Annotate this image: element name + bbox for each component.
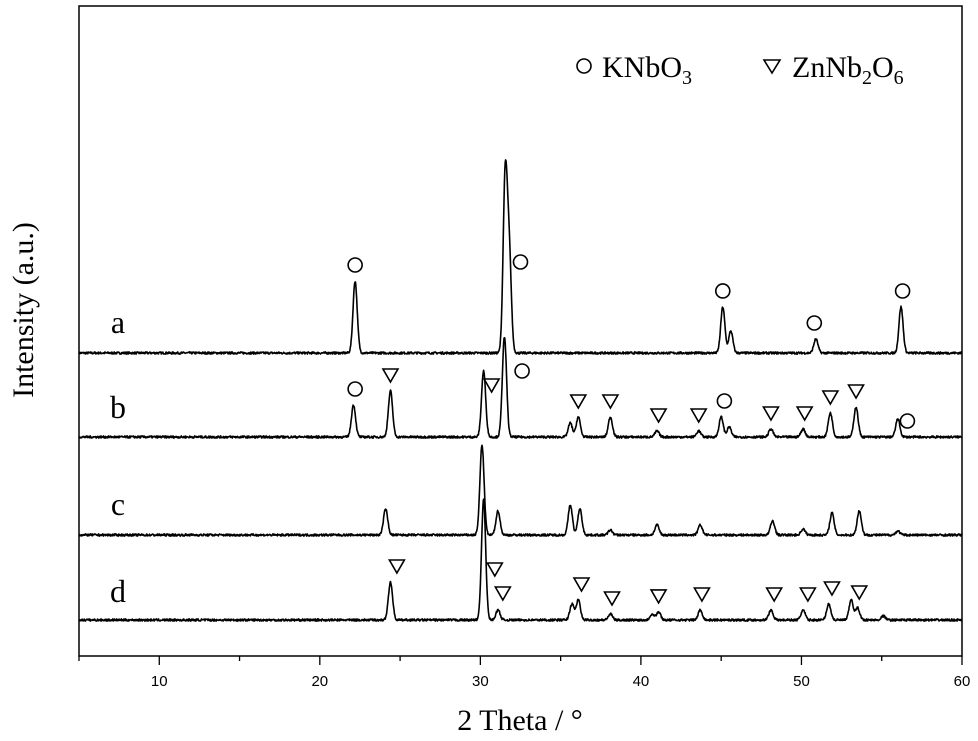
pattern-traces: [78, 159, 963, 622]
peak-markers: [347, 254, 916, 607]
x-tick-label: 10: [151, 673, 168, 690]
legend: KNbO3 ZnNb2O6: [576, 51, 904, 89]
znnb2o6-marker: [850, 585, 869, 601]
trace-b: [78, 336, 963, 439]
znnb2o6-marker: [847, 384, 865, 400]
znnb2o6-marker: [762, 406, 780, 422]
trace-d: [78, 498, 963, 622]
x-tick-label: 30: [472, 673, 489, 690]
znnb2o6-marker: [798, 587, 817, 603]
znnb2o6-marker: [693, 587, 711, 603]
trace-c: [78, 444, 963, 537]
znnb2o6-marker: [649, 589, 668, 605]
series-labels: a b c d: [110, 304, 126, 609]
x-axis-ticks: 10 20 30 40 50 60: [78, 656, 971, 690]
znnb2o6-marker: [765, 587, 784, 603]
knbo3-marker: [347, 381, 363, 397]
knbo3-marker: [899, 413, 916, 429]
legend-triangle-icon: [762, 59, 782, 75]
znnb2o6-marker: [649, 408, 668, 424]
znnb2o6-marker: [482, 378, 501, 394]
y-axis-label: Intensity (a.u.): [7, 222, 40, 398]
znnb2o6-marker: [689, 408, 708, 424]
znnb2o6-marker: [795, 406, 814, 422]
znnb2o6-marker: [485, 562, 504, 578]
knbo3-marker: [716, 393, 733, 409]
series-label-d: d: [110, 573, 126, 609]
znnb2o6-marker: [821, 390, 840, 406]
x-tick-label: 60: [954, 673, 971, 690]
knbo3-marker: [514, 363, 530, 379]
znnb2o6-marker: [603, 591, 621, 607]
knbo3-marker: [894, 283, 911, 299]
znnb2o6-marker: [572, 577, 591, 593]
series-label-b: b: [110, 389, 126, 425]
znnb2o6-marker: [381, 368, 400, 384]
knbo3-marker: [714, 283, 731, 299]
series-label-a: a: [111, 304, 125, 340]
series-label-c: c: [111, 486, 125, 522]
znnb2o6-marker: [569, 394, 588, 410]
znnb2o6-marker: [387, 559, 406, 575]
znnb2o6-marker: [823, 581, 841, 597]
legend-circle-icon: [576, 58, 592, 74]
legend-label-knbo3: KNbO3: [602, 51, 692, 89]
x-axis-label: 2 Theta / °: [457, 704, 583, 737]
knbo3-marker: [512, 254, 529, 270]
trace-a: [78, 159, 963, 355]
x-tick-label: 40: [633, 673, 650, 690]
plot-frame: [78, 5, 963, 657]
x-tick-label: 50: [793, 673, 810, 690]
knbo3-marker: [806, 315, 823, 331]
znnb2o6-marker: [493, 586, 512, 602]
legend-label-znnb2o6: ZnNb2O6: [792, 51, 904, 89]
knbo3-marker: [347, 257, 363, 273]
znnb2o6-marker: [601, 394, 620, 410]
x-tick-label: 20: [311, 673, 328, 690]
